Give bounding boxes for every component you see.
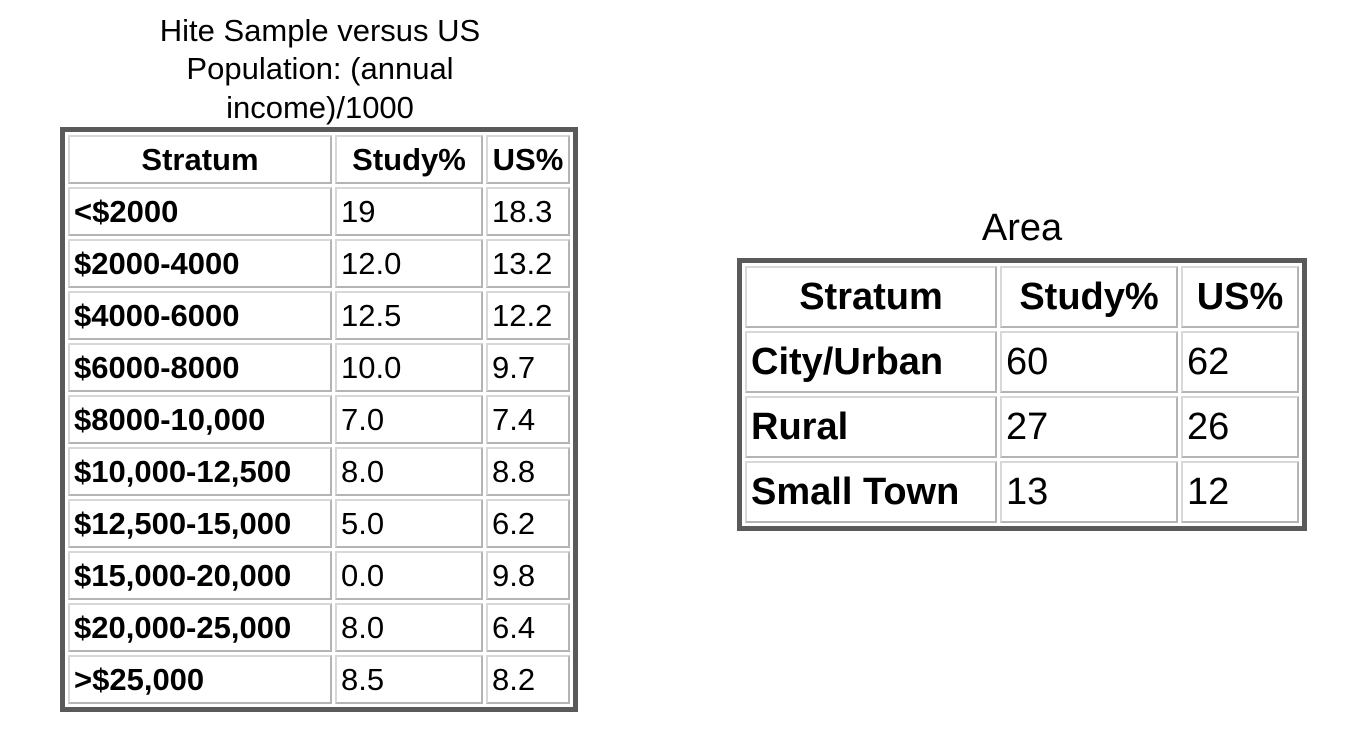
us-pct-cell: 26 [1181,396,1299,459]
header-us-pct: US% [486,135,570,185]
stratum-cell: City/Urban [745,331,997,394]
us-pct-cell: 6.4 [486,603,570,653]
us-pct-cell: 9.7 [486,343,570,393]
us-pct-cell: 9.8 [486,551,570,601]
stratum-cell: $4000-6000 [68,291,332,341]
study-pct-cell: 60 [1000,331,1178,394]
study-pct-cell: 27 [1000,396,1178,459]
table-row: $20,000-25,000 8.0 6.4 [68,603,570,653]
caption-line: income)/1000 [226,89,414,125]
income-table-caption: Hite Sample versus US Population: (annua… [60,12,580,127]
study-pct-cell: 8.0 [335,603,483,653]
study-pct-cell: 8.0 [335,447,483,497]
area-table: Stratum Study% US% City/Urban 60 62 Rura… [737,258,1307,532]
income-table-block: Hite Sample versus US Population: (annua… [60,12,580,713]
stratum-cell: $8000-10,000 [68,395,332,445]
income-table: Stratum Study% US% <$2000 19 18.3 $2000-… [60,127,578,713]
caption-line: Population: (annual [186,51,454,87]
stratum-cell: $12,500-15,000 [68,499,332,549]
us-pct-cell: 8.2 [486,655,570,705]
us-pct-cell: 12.2 [486,291,570,341]
header-row: Stratum Study% US% [745,266,1299,329]
header-row: Stratum Study% US% [68,135,570,185]
stratum-cell: $2000-4000 [68,239,332,289]
area-table-block: Area Stratum Study% US% City/Urban 60 62… [737,205,1307,532]
stratum-cell: $15,000-20,000 [68,551,332,601]
table-row: <$2000 19 18.3 [68,187,570,237]
stratum-cell: $10,000-12,500 [68,447,332,497]
stratum-cell: Small Town [745,461,997,524]
header-stratum: Stratum [68,135,332,185]
stratum-cell: $6000-8000 [68,343,332,393]
table-row: City/Urban 60 62 [745,331,1299,394]
table-row: $12,500-15,000 5.0 6.2 [68,499,570,549]
header-us-pct: US% [1181,266,1299,329]
table-row: $6000-8000 10.0 9.7 [68,343,570,393]
caption-line: Hite Sample versus US [159,13,481,48]
table-row: $4000-6000 12.5 12.2 [68,291,570,341]
area-table-caption: Area [981,207,1063,249]
study-pct-cell: 12.5 [335,291,483,341]
table-row: >$25,000 8.5 8.2 [68,655,570,705]
us-pct-cell: 12 [1181,461,1299,524]
us-pct-cell: 18.3 [486,187,570,237]
study-pct-cell: 12.0 [335,239,483,289]
us-pct-cell: 6.2 [486,499,570,549]
table-row: $10,000-12,500 8.0 8.8 [68,447,570,497]
table-row: $15,000-20,000 0.0 9.8 [68,551,570,601]
table-row: $8000-10,000 7.0 7.4 [68,395,570,445]
header-study-pct: Study% [1000,266,1178,329]
study-pct-cell: 0.0 [335,551,483,601]
study-pct-cell: 8.5 [335,655,483,705]
us-pct-cell: 13.2 [486,239,570,289]
header-study-pct: Study% [335,135,483,185]
study-pct-cell: 10.0 [335,343,483,393]
table-row: Small Town 13 12 [745,461,1299,524]
stratum-cell: $20,000-25,000 [68,603,332,653]
stratum-cell: <$2000 [68,187,332,237]
study-pct-cell: 7.0 [335,395,483,445]
us-pct-cell: 62 [1181,331,1299,394]
us-pct-cell: 7.4 [486,395,570,445]
study-pct-cell: 13 [1000,461,1178,524]
header-stratum: Stratum [745,266,997,329]
table-row: $2000-4000 12.0 13.2 [68,239,570,289]
stratum-cell: >$25,000 [68,655,332,705]
stratum-cell: Rural [745,396,997,459]
us-pct-cell: 8.8 [486,447,570,497]
table-row: Rural 27 26 [745,396,1299,459]
study-pct-cell: 19 [335,187,483,237]
study-pct-cell: 5.0 [335,499,483,549]
